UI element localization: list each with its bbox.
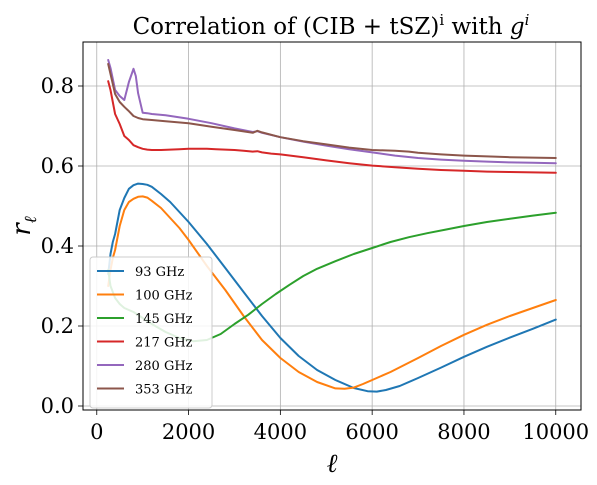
chart-title: Correlation of (CIB + tSZ)i with gi [133,11,530,40]
y-axis-label: rℓ [7,216,41,236]
legend-label: 93 GHz [135,265,184,280]
x-tick-label: 10000 [522,420,589,444]
series-line-93-ghz [107,182,557,393]
x-tick-label: 4000 [254,420,307,444]
y-tick-label: 0.4 [41,234,74,258]
y-tick-label: 0.8 [41,74,74,98]
legend-label: 145 GHz [135,312,193,327]
title-superscript-2: i [525,11,530,29]
x-tick-label: 0 [90,420,103,444]
series-line-100-ghz [107,195,557,390]
y-tick-label: 0.0 [41,394,74,418]
y-tick-label: 0.6 [41,154,74,178]
y-axis-label-main: r [7,222,37,236]
x-axis-label: ℓ [327,449,338,479]
legend-label: 217 GHz [135,336,193,351]
series-line-217-ghz [107,80,557,174]
legend-label: 100 GHz [135,289,193,304]
series-line-280-ghz [107,59,557,165]
title-superscript-1: i [439,11,444,29]
plot-frame [82,41,582,411]
x-tick-label: 2000 [162,420,215,444]
y-tick-label: 0.2 [41,314,74,338]
legend-label: 280 GHz [135,359,193,374]
title-prefix: Correlation of (CIB + tSZ) [133,14,440,40]
legend: 93 GHz 100 GHz 145 GHz 217 GHz 280 GHz 353 GH… [89,256,213,409]
series-line-353-ghz [107,63,557,159]
y-axis-label-subscript: ℓ [21,216,41,223]
legend-label: 353 GHz [135,383,193,398]
title-variable: g [510,14,525,40]
x-tick-label: 8000 [437,420,490,444]
x-tick-label: 6000 [345,420,398,444]
axis-ticks: 0 2000 4000 6000 8000 10000 0.0 0.2 0.4 0.6 0.8 [41,74,590,444]
title-middle: with [444,14,510,40]
